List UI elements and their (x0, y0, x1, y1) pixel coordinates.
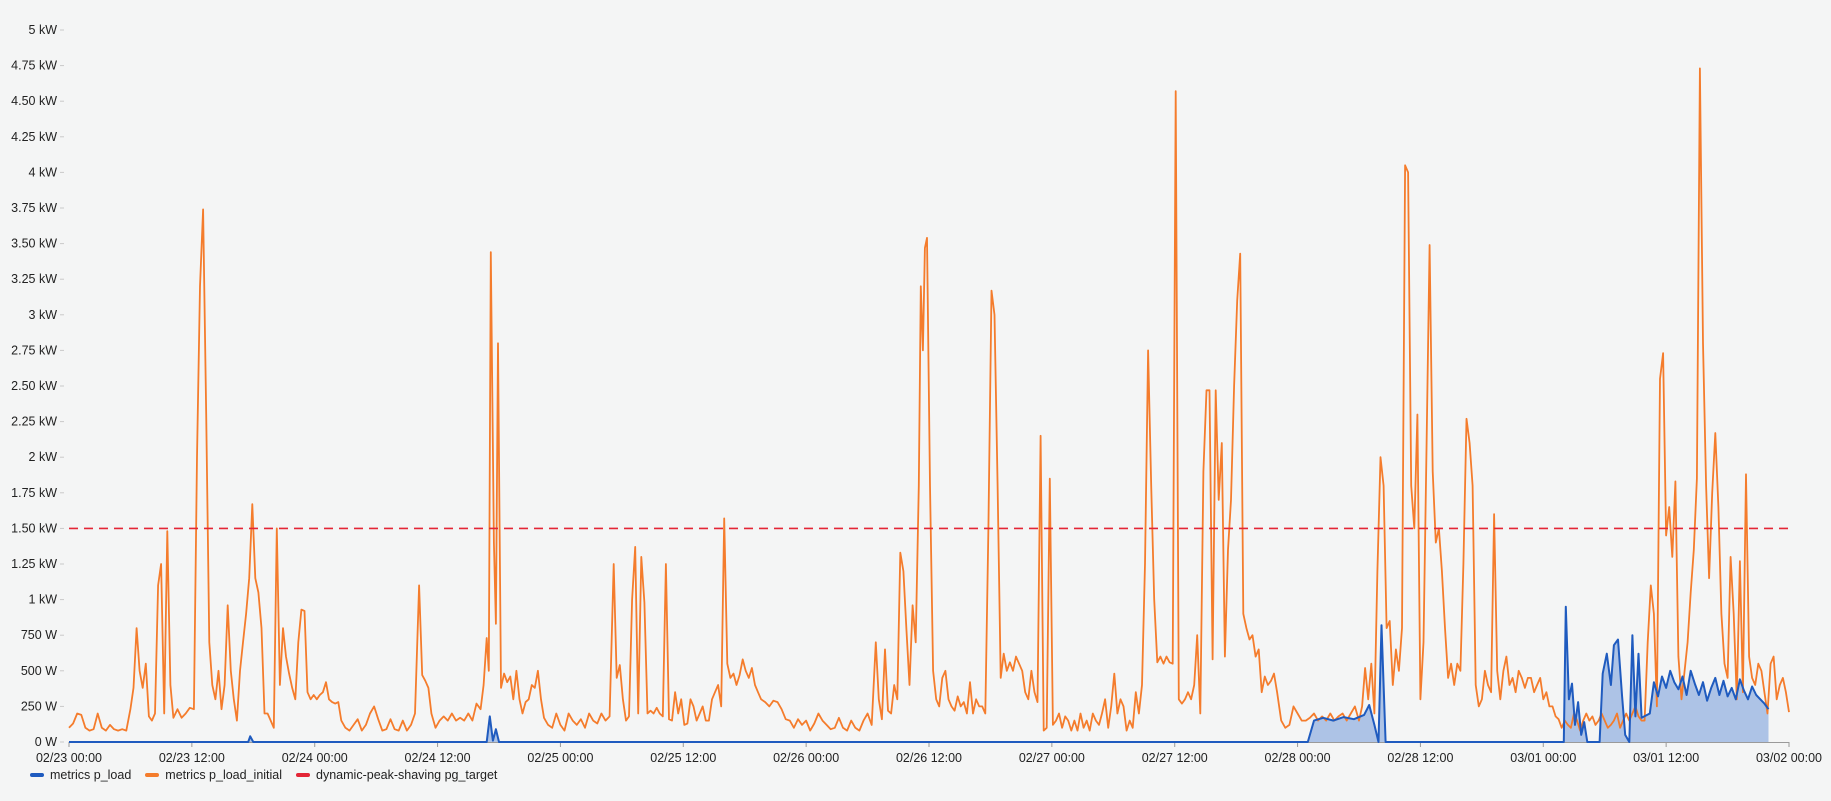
legend-item-pg-target[interactable]: dynamic-peak-shaving pg_target (296, 768, 497, 782)
series-line-p-load (69, 605, 1770, 743)
legend-swatch-pg-target (296, 773, 311, 777)
legend-label-p-load-initial: metrics p_load_initial (165, 768, 283, 782)
x-tick-label: 02/24 12:00 (405, 751, 471, 765)
x-tick-label: 02/24 00:00 (282, 751, 348, 765)
y-tick-label: 1.75 kW (11, 486, 57, 500)
y-tick-label: 1 kW (29, 593, 58, 607)
legend-label-p-load: metrics p_load (50, 768, 132, 782)
series-area-p-load (69, 606, 1769, 742)
x-tick-label: 02/23 12:00 (159, 751, 225, 765)
x-tick-label: 02/23 00:00 (36, 751, 102, 765)
y-tick-label: 1.50 kW (11, 521, 57, 535)
x-tick-label: 03/02 00:00 (1756, 751, 1822, 765)
x-tick-label: 02/26 12:00 (896, 751, 962, 765)
x-tick-label: 02/27 12:00 (1142, 751, 1208, 765)
y-tick-label: 5 kW (29, 23, 58, 37)
y-tick-label: 750 W (21, 628, 57, 642)
y-tick-label: 3.25 kW (11, 272, 57, 286)
x-tick-label: 03/01 12:00 (1633, 751, 1699, 765)
y-tick-label: 2 kW (29, 450, 58, 464)
y-tick-label: 250 W (21, 699, 57, 713)
y-tick-label: 500 W (21, 664, 57, 678)
x-tick-label: 02/28 12:00 (1387, 751, 1453, 765)
legend-swatch-p-load-initial (145, 773, 160, 777)
legend-item-p-load-initial[interactable]: metrics p_load_initial (145, 768, 282, 782)
legend-swatch-p-load (30, 773, 44, 777)
y-tick-label: 1.25 kW (11, 557, 57, 571)
y-tick-label: 2.50 kW (11, 379, 57, 393)
y-tick-label: 0 W (35, 735, 57, 749)
x-tick-label: 02/27 00:00 (1019, 751, 1085, 765)
y-tick-label: 4 kW (29, 165, 58, 179)
y-tick-label: 4.50 kW (11, 94, 57, 108)
x-tick-label: 02/25 00:00 (527, 751, 593, 765)
series-line-p-load-initial (68, 67, 1790, 732)
x-tick-label: 02/25 12:00 (650, 751, 716, 765)
y-tick-label: 2.75 kW (11, 343, 57, 357)
y-tick-label: 2.25 kW (11, 415, 57, 429)
legend-label-pg-target: dynamic-peak-shaving pg_target (316, 768, 498, 782)
chart-legend: metrics p_load metrics p_load_initial dy… (30, 768, 497, 782)
y-tick-label: 4.25 kW (11, 130, 57, 144)
y-tick-label: 3.50 kW (11, 237, 57, 251)
legend-item-p-load[interactable]: metrics p_load (30, 768, 131, 782)
x-tick-label: 02/26 00:00 (773, 751, 839, 765)
x-tick-label: 02/28 00:00 (1265, 751, 1331, 765)
y-tick-label: 3 kW (29, 308, 58, 322)
y-tick-label: 3.75 kW (11, 201, 57, 215)
x-tick-label: 03/01 00:00 (1510, 751, 1576, 765)
y-tick-label: 4.75 kW (11, 59, 57, 73)
